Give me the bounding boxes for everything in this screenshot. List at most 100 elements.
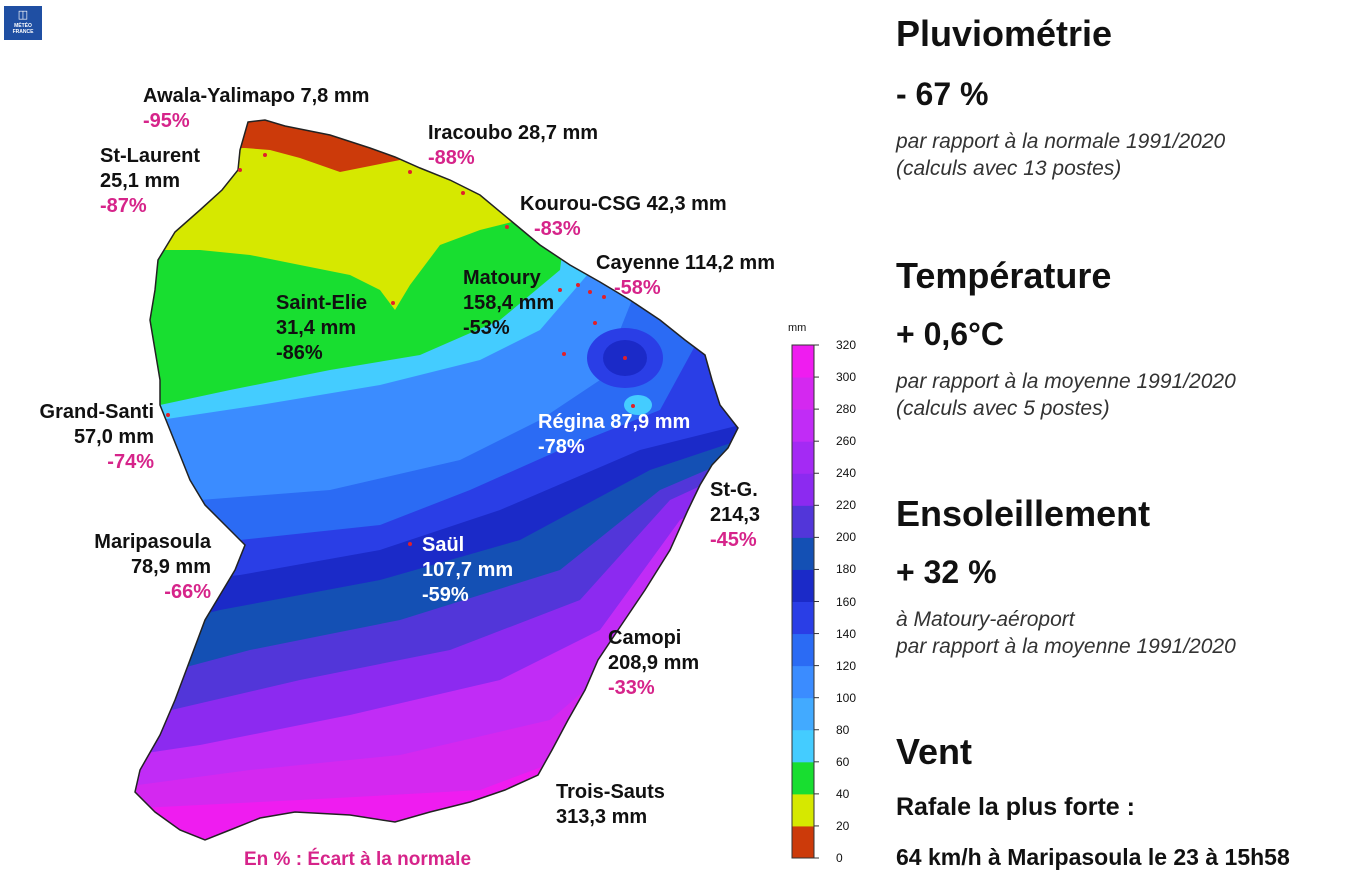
station-pct: -88%: [428, 147, 475, 169]
station-name: Cayenne 114,2 mm: [596, 252, 775, 274]
label-troissauts: Trois-Sauts 313,3 mm: [556, 780, 665, 830]
colorbar-swatch: [792, 665, 814, 699]
label-saintelie: Saint-Elie 31,4 mm -86%: [276, 291, 367, 366]
sun-value: + 32 %: [896, 554, 997, 590]
station-pct: -87%: [100, 195, 147, 217]
wind-section: Vent Rafale la plus forte : 64 km/h à Ma…: [896, 732, 1290, 872]
station-pct: -78%: [538, 436, 585, 458]
station-name: Awala-Yalimapo 7,8 mm: [143, 85, 370, 107]
label-regina: Régina 87,9 mm -78%: [538, 410, 690, 460]
station-name: Matoury: [463, 267, 541, 289]
colorbar-swatch: [792, 345, 814, 378]
wind-sub-2: 64 km/h à Maripasoula le 23 à 15h58: [896, 844, 1290, 870]
colorbar-unit: mm: [788, 322, 807, 334]
colorbar-swatch: [792, 793, 814, 827]
colorbar-swatch: [792, 729, 814, 763]
rain-section: Pluviométrie - 67 % par rapport à la nor…: [896, 14, 1225, 182]
label-stlaurent: St-Laurent 25,1 mm -87%: [100, 144, 200, 219]
label-cayenne: Cayenne 114,2 mm -58%: [596, 251, 775, 301]
colorbar-swatch: [792, 473, 814, 506]
meteo-france-logo: ◫ MÉTÉO FRANCE: [4, 6, 42, 40]
sun-title: Ensoleillement: [896, 493, 1151, 534]
colorbar-tick-label: 220: [836, 498, 857, 513]
station-name: Maripasoula: [94, 531, 211, 553]
station-name: Grand-Santi: [39, 401, 154, 423]
station-name: St-G.: [710, 479, 758, 501]
station-pct: -74%: [107, 451, 154, 473]
colorbar-swatch: [792, 441, 814, 474]
station-value: 208,9 mm: [608, 652, 700, 674]
colorbar-tick-label: 320: [836, 338, 857, 352]
label-stg: St-G. 214,3 -45%: [710, 478, 760, 553]
station-value: 313,3 mm: [556, 806, 648, 828]
station-value: 31,4 mm: [276, 317, 357, 339]
colorbar-swatch: [792, 825, 814, 859]
station-value: 158,4 mm: [463, 292, 555, 314]
colorbar-swatch: [792, 601, 814, 635]
station-name: Saül: [422, 534, 465, 556]
station-value: 57,0 mm: [73, 426, 154, 448]
station-pct: -95%: [143, 110, 190, 132]
station-name: Saint-Elie: [276, 292, 368, 314]
rain-value: - 67 %: [896, 76, 989, 112]
station-value: 25,1 mm: [100, 170, 181, 192]
logo-text: MÉTÉO FRANCE: [12, 23, 34, 35]
station-value: 214,3: [710, 504, 761, 526]
colorbar-swatch: [792, 697, 814, 731]
label-camopi: Camopi 208,9 mm -33%: [608, 626, 699, 701]
station-value: 107,7 mm: [422, 559, 514, 581]
colorbar-tick-label: 140: [836, 626, 857, 641]
colorbar-swatch: [792, 409, 814, 442]
colorbar-swatch: [792, 569, 814, 602]
colorbar-tick-label: 240: [836, 466, 857, 481]
colorbar-tick-label: 100: [836, 690, 857, 705]
footnote: En % : Écart à la normale: [244, 849, 472, 870]
station-pct: -86%: [276, 342, 323, 364]
station-name: Camopi: [608, 627, 682, 649]
colorbar-swatch: [792, 537, 814, 570]
station-name: St-Laurent: [100, 145, 200, 167]
colorbar-tick-label: 80: [836, 722, 850, 737]
rain-note-1: par rapport à la normale 1991/2020: [896, 130, 1226, 153]
wind-title: Vent: [896, 731, 973, 772]
colorbar: [791, 344, 819, 859]
station-name: Régina 87,9 mm: [538, 411, 691, 433]
station-pct: -53%: [463, 317, 510, 339]
guyane-outline: [134, 119, 739, 841]
colorbar-tick-label: 200: [836, 530, 857, 545]
colorbar-swatch: [792, 377, 814, 410]
temp-value: + 0,6°C: [896, 316, 1004, 352]
colorbar-swatch: [792, 505, 814, 538]
logo-mark-icon: ◫: [17, 9, 29, 21]
label-matoury: Matoury 158,4 mm -53%: [463, 266, 554, 341]
station-pct: -59%: [422, 584, 469, 606]
temp-title: Température: [896, 255, 1112, 296]
sun-note-2: par rapport à la moyenne 1991/2020: [896, 635, 1236, 658]
temp-section: Température + 0,6°C par rapport à la moy…: [896, 256, 1236, 422]
colorbar-tick-label: 160: [836, 594, 857, 609]
colorbar-tick-label: 180: [836, 562, 857, 577]
temp-note-1: par rapport à la moyenne 1991/2020: [896, 370, 1236, 393]
colorbar-tick-label: 60: [836, 754, 850, 769]
station-dots: [166, 153, 635, 546]
label-saul: Saül 107,7 mm -59%: [422, 533, 513, 608]
wind-sub-1: Rafale la plus forte :: [896, 793, 1135, 821]
colorbar-tick-label: 20: [836, 818, 850, 833]
sun-note-1: à Matoury-aéroport: [896, 608, 1075, 631]
station-name: Iracoubo 28,7 mm: [428, 122, 599, 144]
rain-title: Pluviométrie: [896, 13, 1113, 54]
station-pct: -58%: [614, 277, 661, 299]
colorbar-tick-label: 300: [836, 370, 857, 385]
colorbar-tick-label: 40: [836, 786, 850, 801]
temp-note-2: (calculs avec 5 postes): [896, 397, 1110, 420]
station-pct: -66%: [164, 581, 211, 603]
colorbar-swatch: [792, 633, 814, 667]
sun-section: Ensoleillement + 32 % à Matoury-aéroport…: [896, 494, 1236, 660]
station-pct: -83%: [534, 218, 581, 240]
colorbar-tick-label: 260: [836, 434, 857, 449]
colorbar-tick-label: 280: [836, 402, 857, 417]
station-name: Trois-Sauts: [556, 781, 665, 803]
label-awala: Awala-Yalimapo 7,8 mm -95%: [143, 84, 369, 134]
label-grandsanti: Grand-Santi 57,0 mm -74%: [20, 400, 154, 475]
